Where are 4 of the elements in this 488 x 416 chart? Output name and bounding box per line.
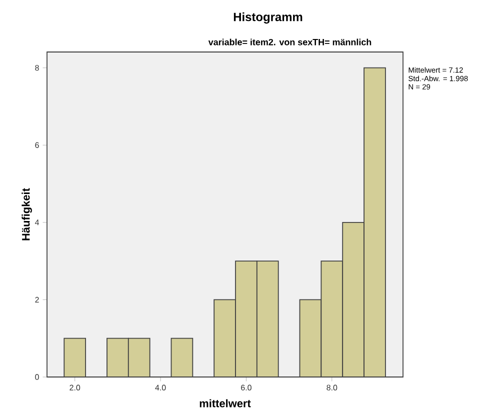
x-axis-title: mittelwert bbox=[200, 399, 251, 408]
chart-title: Histogramm bbox=[234, 12, 302, 24]
chart-subtitle: variable= item2. von sexTH= männlich bbox=[208, 38, 372, 46]
y-axis-title: Häufigkeit bbox=[22, 188, 32, 240]
